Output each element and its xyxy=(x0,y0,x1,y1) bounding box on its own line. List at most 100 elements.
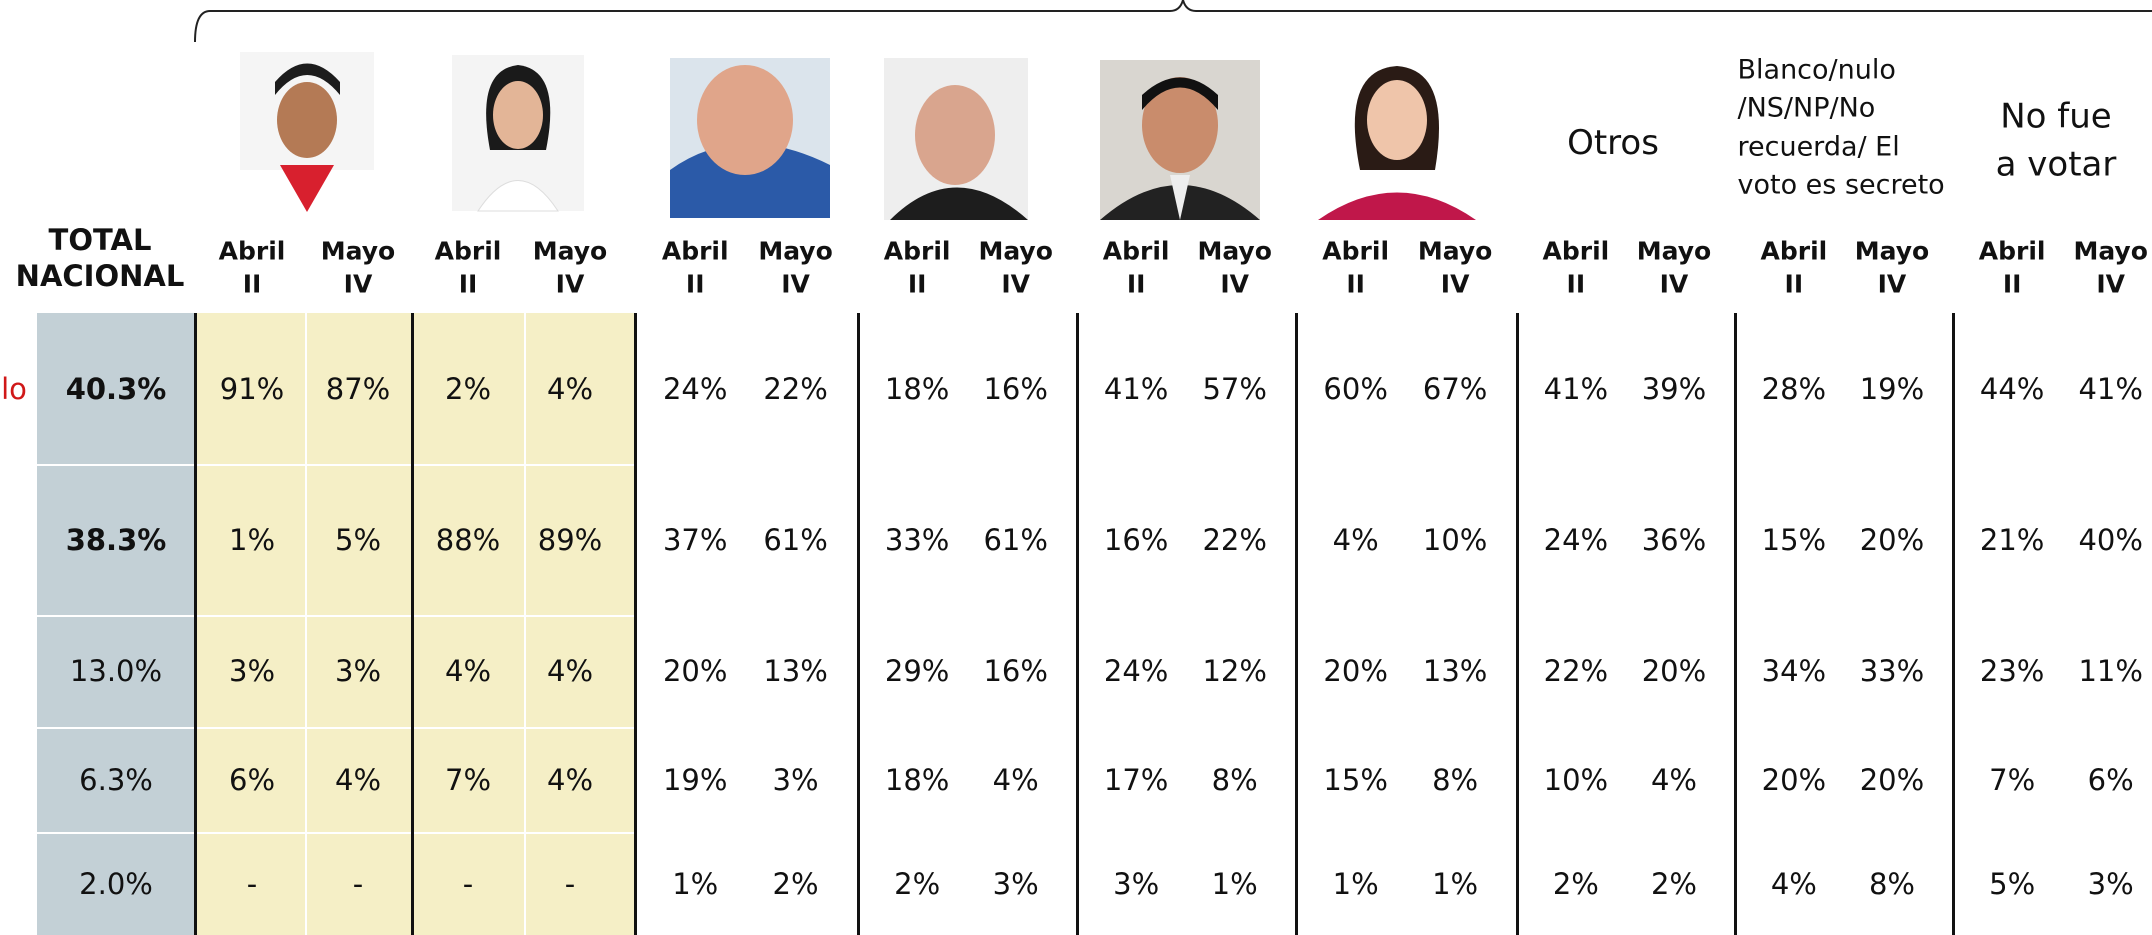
cell-value: 61% xyxy=(983,523,1047,557)
cell-value: 15% xyxy=(1762,523,1826,557)
cell-value: 4% xyxy=(335,763,381,797)
cell-value: 17% xyxy=(1104,763,1168,797)
cell-value: 24% xyxy=(1104,654,1168,688)
sub-header: Abril II xyxy=(1322,236,1389,301)
cell-value: 6% xyxy=(229,763,275,797)
cell-value: 41% xyxy=(2078,372,2142,406)
group-title: Otros xyxy=(1567,120,1659,168)
cell-value: 19% xyxy=(663,763,727,797)
cell-value: 20% xyxy=(1323,654,1387,688)
sub-header: Mayo IV xyxy=(1418,236,1492,301)
cell-value: 91% xyxy=(220,372,284,406)
brace xyxy=(195,0,2152,42)
cell-value: 33% xyxy=(885,523,949,557)
cell-value: 3% xyxy=(2088,867,2134,901)
sub-header: Mayo IV xyxy=(1197,236,1271,301)
group-title: No fue a votar xyxy=(1991,93,2121,188)
cell-value: 8% xyxy=(1432,763,1478,797)
cell-value: 4% xyxy=(1651,763,1697,797)
cell-value: 13% xyxy=(1423,654,1487,688)
sub-header: Abril II xyxy=(219,236,286,301)
cell-value: 67% xyxy=(1423,372,1487,406)
cell-value: 2% xyxy=(894,867,940,901)
total-value: 6.3% xyxy=(79,763,153,797)
cell-value: 4% xyxy=(1771,867,1817,901)
cell-value: 22% xyxy=(1544,654,1608,688)
group-divider xyxy=(1734,313,1737,935)
row-label: lo xyxy=(1,372,27,406)
cell-value: 16% xyxy=(983,372,1047,406)
cell-value: 8% xyxy=(1869,867,1915,901)
cell-value: 87% xyxy=(326,372,390,406)
cell-value: 61% xyxy=(763,523,827,557)
cell-value: 21% xyxy=(1980,523,2044,557)
group-divider xyxy=(634,313,637,935)
cell-value: 24% xyxy=(663,372,727,406)
sub-header: Mayo IV xyxy=(1637,236,1711,301)
cell-value: 4% xyxy=(547,654,593,688)
cell-value: 20% xyxy=(1642,654,1706,688)
row-divider xyxy=(37,727,635,729)
cell-value: 23% xyxy=(1980,654,2044,688)
cell-value: 7% xyxy=(1989,763,2035,797)
sub-header: Mayo IV xyxy=(1855,236,1929,301)
cell-value: - xyxy=(565,867,575,901)
cell-value: 4% xyxy=(547,372,593,406)
cell-value: 4% xyxy=(445,654,491,688)
sub-header: Mayo IV xyxy=(321,236,395,301)
row-divider xyxy=(37,615,635,617)
sub-header: Mayo IV xyxy=(533,236,607,301)
cell-value: 4% xyxy=(993,763,1039,797)
cell-value: 33% xyxy=(1860,654,1924,688)
cell-value: 16% xyxy=(1104,523,1168,557)
cell-value: - xyxy=(353,867,363,901)
total-header: TOTAL NACIONAL xyxy=(16,222,185,295)
cell-value: 24% xyxy=(1544,523,1608,557)
cell-value: 7% xyxy=(445,763,491,797)
cell-value: 20% xyxy=(1762,763,1826,797)
cell-value: 60% xyxy=(1323,372,1387,406)
cell-value: - xyxy=(247,867,257,901)
sub-header: Abril II xyxy=(662,236,729,301)
cell-value: 4% xyxy=(1333,523,1379,557)
cell-value: 12% xyxy=(1202,654,1266,688)
sub-header: Abril II xyxy=(435,236,502,301)
sub-header: Abril II xyxy=(1761,236,1828,301)
cell-value: 29% xyxy=(885,654,949,688)
cell-value: 44% xyxy=(1980,372,2044,406)
group-divider xyxy=(194,313,197,935)
total-value: 40.3% xyxy=(66,372,167,406)
cell-value: 18% xyxy=(885,763,949,797)
cell-value: 1% xyxy=(229,523,275,557)
col-divider xyxy=(305,313,307,935)
cell-value: 3% xyxy=(335,654,381,688)
total-value: 2.0% xyxy=(79,867,153,901)
page: TOTAL NACIONAL Abril II Mayo IV Abril II May… xyxy=(0,0,2152,935)
group-title: Blanco/nulo /NS/NP/No recuerda/ El voto … xyxy=(1738,51,1953,204)
cell-value: 2% xyxy=(445,372,491,406)
cell-value: 2% xyxy=(1651,867,1697,901)
cell-value: 3% xyxy=(1113,867,1159,901)
cell-value: 8% xyxy=(1212,763,1258,797)
col-divider xyxy=(524,313,526,935)
group-divider xyxy=(1076,313,1079,935)
cell-value: 19% xyxy=(1860,372,1924,406)
cell-value: 10% xyxy=(1544,763,1608,797)
cell-value: 3% xyxy=(993,867,1039,901)
cell-value: 6% xyxy=(2088,763,2134,797)
sub-header: Mayo IV xyxy=(2073,236,2147,301)
cell-value: 5% xyxy=(1989,867,2035,901)
group-divider xyxy=(857,313,860,935)
row-divider xyxy=(37,464,635,466)
cell-value: 40% xyxy=(2078,523,2142,557)
cell-value: 41% xyxy=(1104,372,1168,406)
cell-value: 20% xyxy=(1860,523,1924,557)
cell-value: 5% xyxy=(335,523,381,557)
cell-value: 41% xyxy=(1544,372,1608,406)
sub-header: Abril II xyxy=(1103,236,1170,301)
cell-value: 20% xyxy=(663,654,727,688)
cell-value: 1% xyxy=(1432,867,1478,901)
cell-value: 36% xyxy=(1642,523,1706,557)
photo xyxy=(240,52,1476,220)
cell-value: - xyxy=(463,867,473,901)
